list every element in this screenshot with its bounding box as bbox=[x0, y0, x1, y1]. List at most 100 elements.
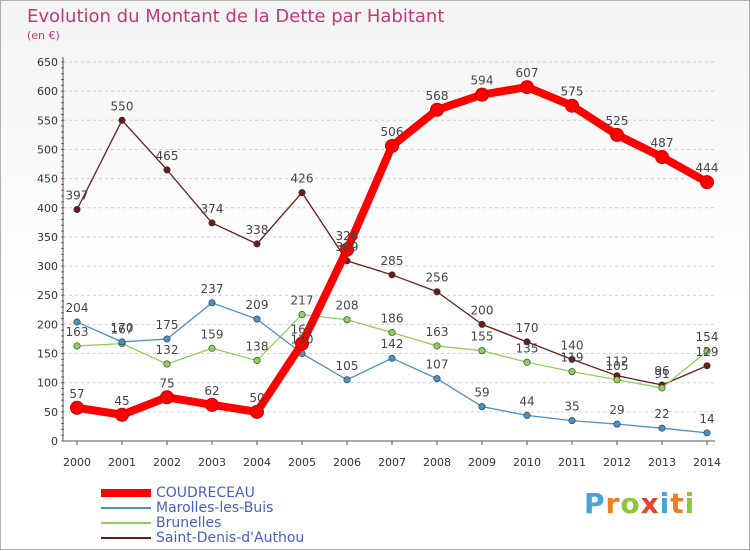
proxiti-logo: Proxiti bbox=[584, 487, 696, 520]
x-tick-label: 2005 bbox=[288, 456, 316, 469]
x-tick-label: 2008 bbox=[423, 456, 451, 469]
legend-label: Marolles-les-Buis bbox=[156, 500, 274, 516]
data-point bbox=[115, 407, 129, 422]
data-label: 163 bbox=[426, 325, 449, 339]
x-tick-label: 2011 bbox=[558, 456, 586, 469]
data-point bbox=[478, 403, 486, 411]
x-tick-label: 2014 bbox=[693, 456, 721, 469]
data-label: 62 bbox=[204, 384, 219, 398]
x-tick-label: 2009 bbox=[468, 456, 496, 469]
legend-label: COUDRECEAU bbox=[156, 485, 255, 501]
data-label: 96 bbox=[654, 364, 669, 378]
data-label: 309 bbox=[336, 240, 359, 254]
data-label: 75 bbox=[159, 376, 174, 390]
data-label: 186 bbox=[381, 312, 404, 326]
data-label: 285 bbox=[381, 254, 404, 268]
data-point bbox=[613, 376, 621, 384]
data-point bbox=[433, 288, 441, 296]
y-tick-label: 150 bbox=[37, 348, 58, 361]
data-point bbox=[73, 342, 81, 350]
y-tick-label: 250 bbox=[37, 289, 58, 302]
data-label: 374 bbox=[201, 202, 224, 216]
data-label: 175 bbox=[156, 318, 179, 332]
data-label: 105 bbox=[606, 359, 629, 373]
data-point bbox=[163, 360, 171, 368]
data-label: 150 bbox=[291, 333, 314, 347]
data-label: 57 bbox=[69, 387, 84, 401]
x-tick-label: 2003 bbox=[198, 456, 226, 469]
y-tick-label: 450 bbox=[37, 173, 58, 186]
unit-label: (en €) bbox=[27, 29, 60, 42]
legend-item: Saint-Denis-d'Authou bbox=[101, 530, 401, 546]
data-label: 91 bbox=[654, 367, 669, 381]
data-point bbox=[253, 315, 261, 323]
legend-swatch bbox=[101, 507, 151, 509]
data-label: 209 bbox=[246, 298, 269, 312]
y-tick-label: 350 bbox=[37, 231, 58, 244]
data-label: 237 bbox=[201, 282, 224, 296]
data-point bbox=[250, 404, 264, 419]
data-label: 328 bbox=[336, 229, 359, 243]
data-point bbox=[568, 368, 576, 376]
data-point bbox=[523, 411, 531, 419]
data-point bbox=[73, 318, 81, 326]
data-label: 35 bbox=[564, 400, 579, 414]
data-label: 550 bbox=[111, 99, 134, 113]
data-point bbox=[385, 138, 399, 153]
data-label: 217 bbox=[291, 293, 314, 307]
x-tick-label: 2007 bbox=[378, 456, 406, 469]
data-label: 142 bbox=[381, 337, 404, 351]
x-tick-label: 2004 bbox=[243, 456, 271, 469]
data-point bbox=[343, 376, 351, 384]
y-tick-label: 300 bbox=[37, 260, 58, 273]
data-label: 338 bbox=[246, 223, 269, 237]
data-label: 105 bbox=[336, 359, 359, 373]
y-tick-label: 400 bbox=[37, 202, 58, 215]
data-point bbox=[208, 299, 216, 307]
data-label: 568 bbox=[426, 89, 449, 103]
data-point bbox=[253, 240, 261, 248]
data-point bbox=[73, 206, 81, 214]
legend-swatch bbox=[101, 537, 151, 539]
data-label: 397 bbox=[66, 189, 89, 203]
legend-item: Brunelles bbox=[101, 515, 401, 531]
data-label: 594 bbox=[471, 74, 494, 88]
x-tick-label: 2012 bbox=[603, 456, 631, 469]
data-label: 487 bbox=[651, 136, 674, 150]
x-tick-label: 2002 bbox=[153, 456, 181, 469]
data-point bbox=[388, 329, 396, 337]
data-label: 256 bbox=[426, 271, 449, 285]
data-point bbox=[703, 347, 711, 355]
y-tick-label: 200 bbox=[37, 318, 58, 331]
data-point bbox=[610, 127, 624, 142]
y-tick-label: 500 bbox=[37, 143, 58, 156]
data-label: 167 bbox=[291, 323, 314, 337]
data-label: 50 bbox=[249, 391, 264, 405]
data-point bbox=[703, 362, 711, 370]
x-tick-label: 2000 bbox=[63, 456, 91, 469]
legend-swatch bbox=[101, 489, 151, 497]
data-label: 444 bbox=[696, 161, 719, 175]
data-label: 22 bbox=[654, 407, 669, 421]
data-label: 154 bbox=[696, 330, 719, 344]
legend-item: Marolles-les-Buis bbox=[101, 500, 401, 516]
data-point bbox=[70, 400, 84, 415]
data-point bbox=[658, 424, 666, 432]
data-label: 200 bbox=[471, 303, 494, 317]
y-tick-label: 650 bbox=[37, 56, 58, 69]
data-point bbox=[253, 357, 261, 365]
data-label: 107 bbox=[426, 358, 449, 372]
legend-label: Saint-Denis-d'Authou bbox=[156, 530, 305, 546]
data-label: 506 bbox=[381, 125, 404, 139]
data-point bbox=[388, 271, 396, 279]
data-label: 465 bbox=[156, 149, 179, 163]
data-point bbox=[208, 344, 216, 352]
data-label: 204 bbox=[66, 301, 89, 315]
data-label: 138 bbox=[246, 340, 269, 354]
data-label: 132 bbox=[156, 343, 179, 357]
legend-item: COUDRECEAU bbox=[101, 485, 401, 501]
data-label: 170 bbox=[516, 321, 539, 335]
data-label: 119 bbox=[561, 351, 584, 365]
